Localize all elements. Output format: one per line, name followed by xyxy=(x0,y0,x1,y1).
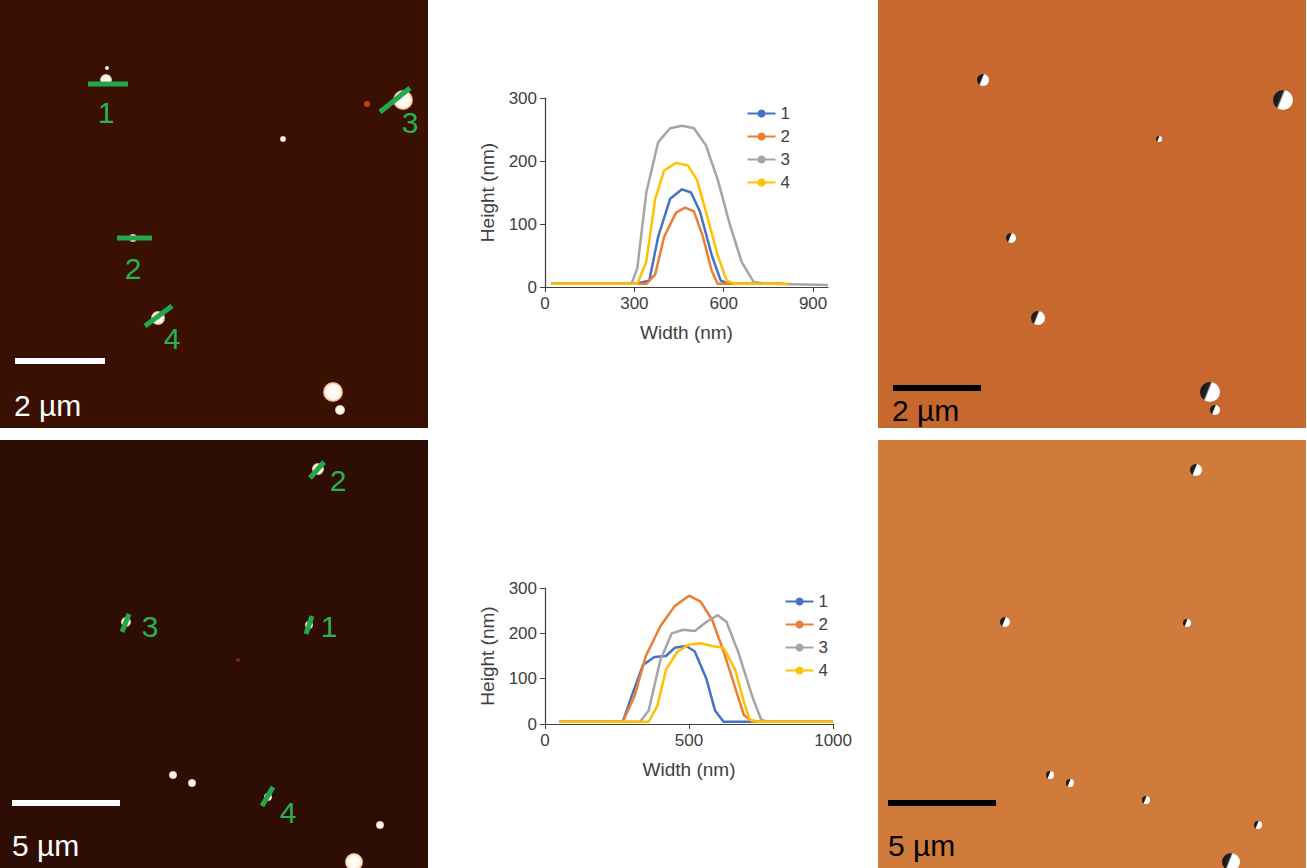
svg-text:100: 100 xyxy=(509,215,537,234)
svg-text:2: 2 xyxy=(330,464,347,497)
svg-text:300: 300 xyxy=(509,89,537,108)
svg-text:3: 3 xyxy=(819,638,828,657)
svg-text:Height (nm): Height (nm) xyxy=(477,143,498,242)
svg-text:Width (nm): Width (nm) xyxy=(640,322,733,343)
svg-text:3: 3 xyxy=(142,610,159,643)
svg-text:200: 200 xyxy=(509,624,537,643)
svg-text:3: 3 xyxy=(781,150,790,169)
svg-text:1: 1 xyxy=(321,610,338,643)
svg-text:4: 4 xyxy=(819,661,828,680)
svg-text:2 µm: 2 µm xyxy=(892,394,959,427)
svg-text:1: 1 xyxy=(781,104,790,123)
svg-text:300: 300 xyxy=(509,579,537,598)
svg-text:0: 0 xyxy=(528,715,537,734)
svg-text:1000: 1000 xyxy=(814,731,852,750)
svg-text:Width (nm): Width (nm) xyxy=(643,759,736,780)
svg-text:2 µm: 2 µm xyxy=(14,389,81,422)
svg-text:900: 900 xyxy=(799,294,827,313)
svg-text:0: 0 xyxy=(540,731,549,750)
svg-text:500: 500 xyxy=(675,731,703,750)
svg-text:1: 1 xyxy=(98,96,115,129)
svg-text:300: 300 xyxy=(620,294,648,313)
svg-text:4: 4 xyxy=(164,322,181,355)
svg-text:0: 0 xyxy=(540,294,549,313)
svg-text:2: 2 xyxy=(781,127,790,146)
svg-text:2: 2 xyxy=(125,252,142,285)
svg-text:4: 4 xyxy=(280,796,297,829)
svg-text:5 µm: 5 µm xyxy=(888,829,955,862)
svg-text:Height (nm): Height (nm) xyxy=(477,606,498,705)
svg-text:2: 2 xyxy=(819,615,828,634)
svg-text:100: 100 xyxy=(509,669,537,688)
svg-text:0: 0 xyxy=(528,278,537,297)
svg-text:3: 3 xyxy=(402,106,419,139)
svg-text:5 µm: 5 µm xyxy=(12,829,79,862)
svg-text:600: 600 xyxy=(710,294,738,313)
svg-text:200: 200 xyxy=(509,152,537,171)
svg-text:1: 1 xyxy=(819,592,828,611)
svg-text:4: 4 xyxy=(781,173,790,192)
